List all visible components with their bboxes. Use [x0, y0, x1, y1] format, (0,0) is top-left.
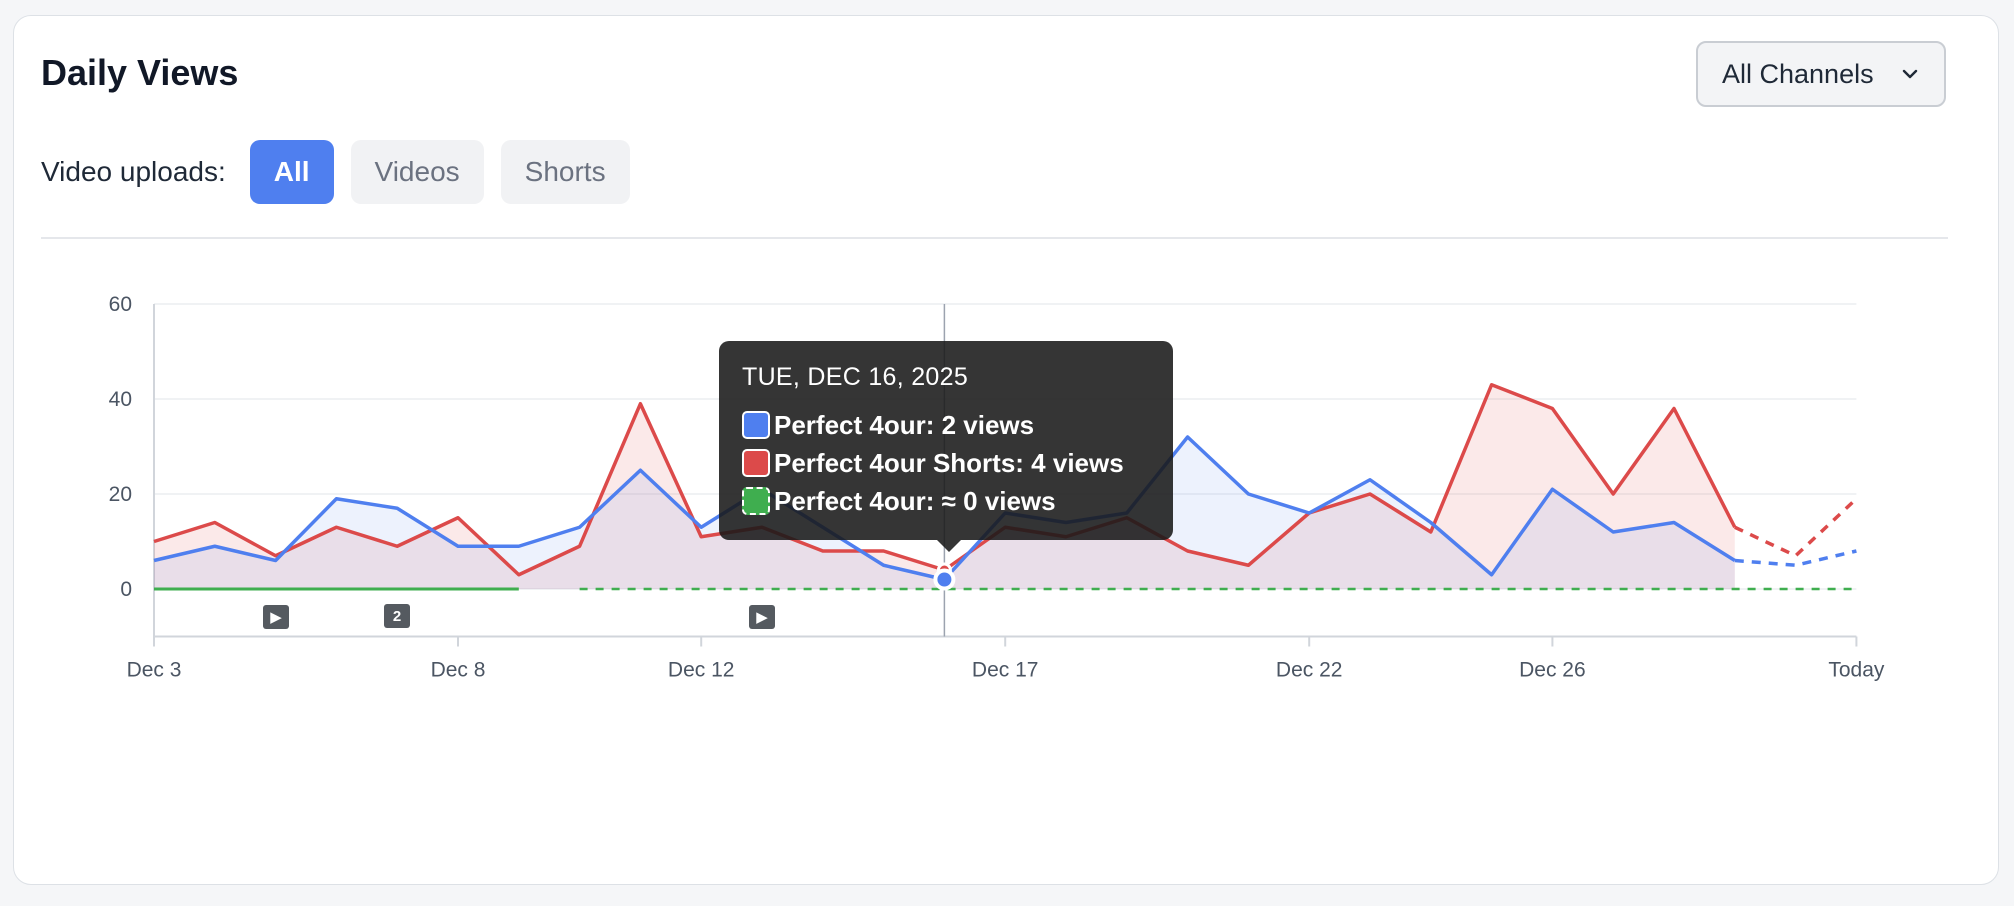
x-tick-label: Dec 22 — [1276, 659, 1343, 682]
y-tick-label: 40 — [109, 388, 132, 411]
tooltip-row: Perfect 4our: 2 views — [742, 406, 1150, 444]
upload-filter: Video uploads: All Videos Shorts — [41, 140, 647, 204]
chart-tooltip: TUE, DEC 16, 2025 Perfect 4our: 2 views … — [719, 341, 1173, 552]
page-title: Daily Views — [41, 52, 239, 93]
series-forecast-line — [1734, 497, 1858, 558]
x-tick-label: Dec 8 — [431, 659, 486, 682]
y-tick-label: 20 — [109, 483, 132, 506]
tooltip-swatch — [742, 411, 770, 439]
x-tick-label: Dec 3 — [127, 659, 182, 682]
tooltip-row-text: Perfect 4our: 2 views — [774, 409, 1035, 440]
chevron-down-icon — [1902, 69, 1918, 79]
upload-filter-label: Video uploads: — [41, 156, 226, 187]
x-tick-label: Dec 17 — [972, 659, 1039, 682]
hover-point-blue — [933, 568, 956, 591]
tooltip-row-text: Perfect 4our: ≈ 0 views — [774, 485, 1056, 516]
series-forecast-line — [1734, 549, 1857, 568]
divider — [41, 237, 1948, 239]
x-tick-label: Dec 26 — [1519, 659, 1586, 682]
upload-marker-play-icon[interactable]: ▶ — [749, 605, 775, 629]
upload-marker-play-icon[interactable]: ▶ — [263, 605, 289, 629]
filter-shorts-button[interactable]: Shorts — [500, 140, 630, 204]
upload-marker-count[interactable]: 2 — [384, 604, 410, 628]
tooltip-row-text: Perfect 4our Shorts: 4 views — [774, 447, 1124, 478]
tooltip-row: Perfect 4our Shorts: 4 views — [742, 444, 1150, 482]
series-area — [154, 437, 1735, 589]
x-tick-label: Today — [1828, 659, 1885, 682]
y-tick-label: 0 — [120, 578, 132, 601]
series-area — [154, 384, 1735, 589]
filter-videos-button[interactable]: Videos — [350, 140, 484, 204]
tooltip-date: TUE, DEC 16, 2025 — [742, 363, 969, 391]
x-tick-label: Dec 12 — [668, 659, 735, 682]
tooltip-swatch — [742, 449, 770, 477]
channel-select-value: All Channels — [1722, 58, 1874, 89]
channel-select[interactable]: All Channels — [1696, 41, 1946, 107]
tooltip-row: Perfect 4our: ≈ 0 views — [742, 482, 1150, 520]
y-tick-label: 60 — [109, 293, 132, 316]
tooltip-swatch — [742, 487, 770, 515]
filter-all-button[interactable]: All — [249, 140, 334, 204]
